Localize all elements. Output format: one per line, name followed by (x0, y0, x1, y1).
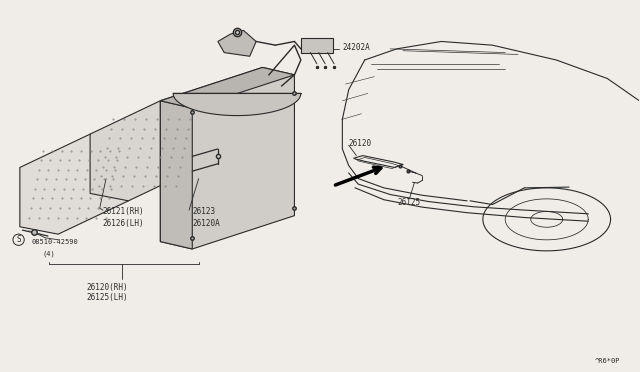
Text: 26120A: 26120A (192, 219, 220, 228)
Text: 26125(LH): 26125(LH) (87, 294, 129, 302)
Polygon shape (218, 31, 256, 56)
Text: 26120: 26120 (349, 139, 372, 148)
Polygon shape (301, 38, 333, 52)
Text: 24202A: 24202A (342, 42, 370, 51)
Text: ^R6*0P: ^R6*0P (595, 358, 620, 364)
Text: 26120(RH): 26120(RH) (87, 283, 129, 292)
Text: 26123: 26123 (192, 208, 216, 217)
Polygon shape (173, 93, 301, 116)
Polygon shape (161, 101, 192, 249)
Polygon shape (161, 67, 294, 249)
Polygon shape (90, 101, 198, 201)
Polygon shape (161, 67, 294, 108)
Text: (4): (4) (42, 250, 55, 257)
Text: 08510-42590: 08510-42590 (31, 239, 78, 245)
Text: 26121(RH): 26121(RH) (103, 208, 145, 217)
Text: 26126(LH): 26126(LH) (103, 219, 145, 228)
Text: 26125: 26125 (398, 198, 421, 207)
Text: S: S (16, 235, 21, 244)
Polygon shape (20, 134, 129, 234)
